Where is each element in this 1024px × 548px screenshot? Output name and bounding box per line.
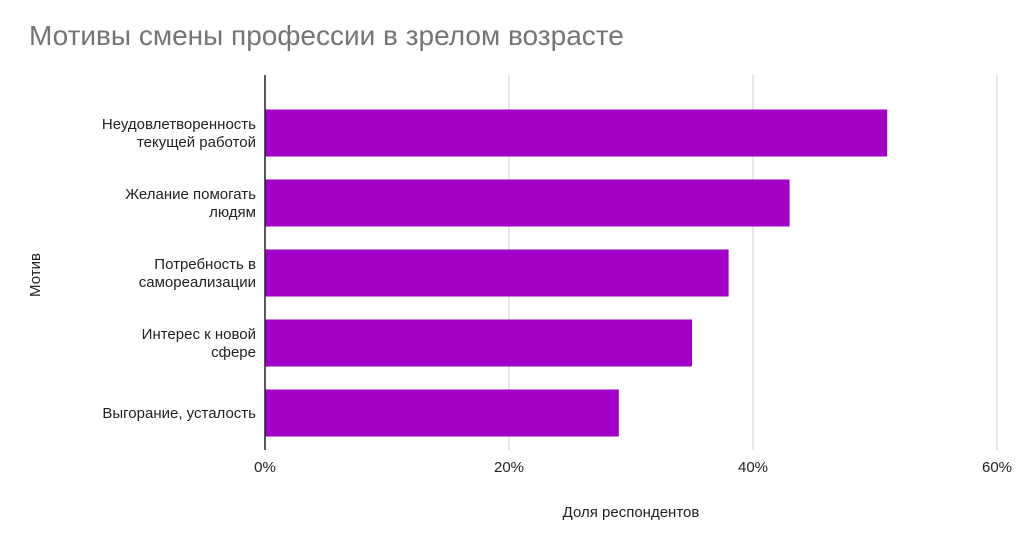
x-tick-label-1: 20%: [494, 459, 524, 476]
x-tick-labels: 0% 20% 40% 60%: [254, 459, 1012, 476]
x-tick-label-2: 40%: [738, 459, 768, 476]
bar-2: [265, 249, 729, 297]
category-label-2: Потребность в самореализации: [139, 256, 256, 291]
category-labels: Неудовлетворенность текущей работой Желани…: [102, 116, 256, 422]
bar-3: [265, 319, 692, 367]
bar-4: [265, 389, 619, 437]
category-label-4: Выгорание, усталость: [102, 405, 256, 422]
x-tick-label-0: 0%: [254, 459, 276, 476]
bar-0: [265, 109, 888, 157]
bars: [265, 109, 888, 437]
bar-1: [265, 179, 790, 227]
x-axis-label: Доля респондентов: [563, 504, 700, 521]
category-label-1: Желание помогать людям: [125, 186, 256, 221]
x-tick-label-3: 60%: [982, 459, 1012, 476]
category-label-0: Неудовлетворенность текущей работой: [102, 116, 256, 151]
category-label-3: Интерес к новой сфере: [142, 326, 256, 361]
chart-title: Мотивы смены профессии в зрелом возрасте: [29, 20, 624, 51]
y-axis-label: Мотив: [27, 253, 44, 297]
